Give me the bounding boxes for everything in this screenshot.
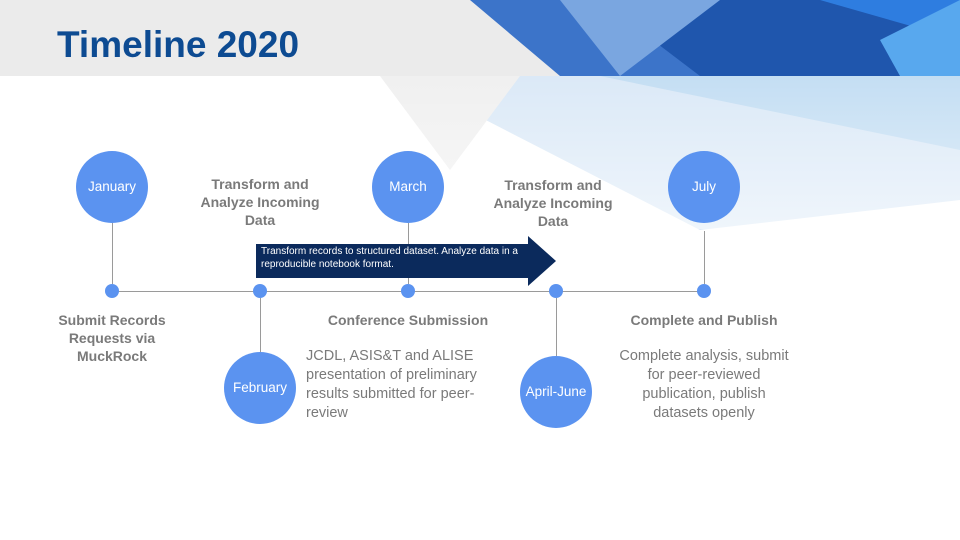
milestone-circle-january: January [76,151,148,223]
connector-february [260,298,261,352]
milestone-circle-july: July [668,151,740,223]
milestone-label-july: Complete and Publish [630,312,778,328]
milestone-label-february: Transform and Analyze Incoming Data [200,176,320,228]
milestone-circle-march: March [372,151,444,223]
connector-july [704,231,705,284]
milestone-circle-april-june: April-June [520,356,592,428]
process-arrow-text: Transform records to structured dataset.… [261,246,518,270]
milestone-description-july: Complete analysis, submit for peer-revie… [619,348,789,421]
connector-january [112,223,113,284]
milestone-description-february: JCDL, ASIS&T and ALISE presentation of p… [306,348,477,421]
timeline-dot-february [253,284,267,298]
timeline-dot-january [105,284,119,298]
milestone-circle-february: February [224,352,296,424]
connector-april-june [556,298,557,356]
milestone-label-march: Conference Submission [327,312,489,328]
process-arrow [256,236,556,286]
timeline-dot-april-june [549,284,563,298]
milestone-label-january: Submit Records Requests via MuckRock [58,312,166,364]
timeline-dot-july [697,284,711,298]
milestone-label-april-june: Transform and Analyze Incoming Data [493,177,613,229]
timeline-dot-march [401,284,415,298]
page-title: Timeline 2020 [57,24,300,65]
